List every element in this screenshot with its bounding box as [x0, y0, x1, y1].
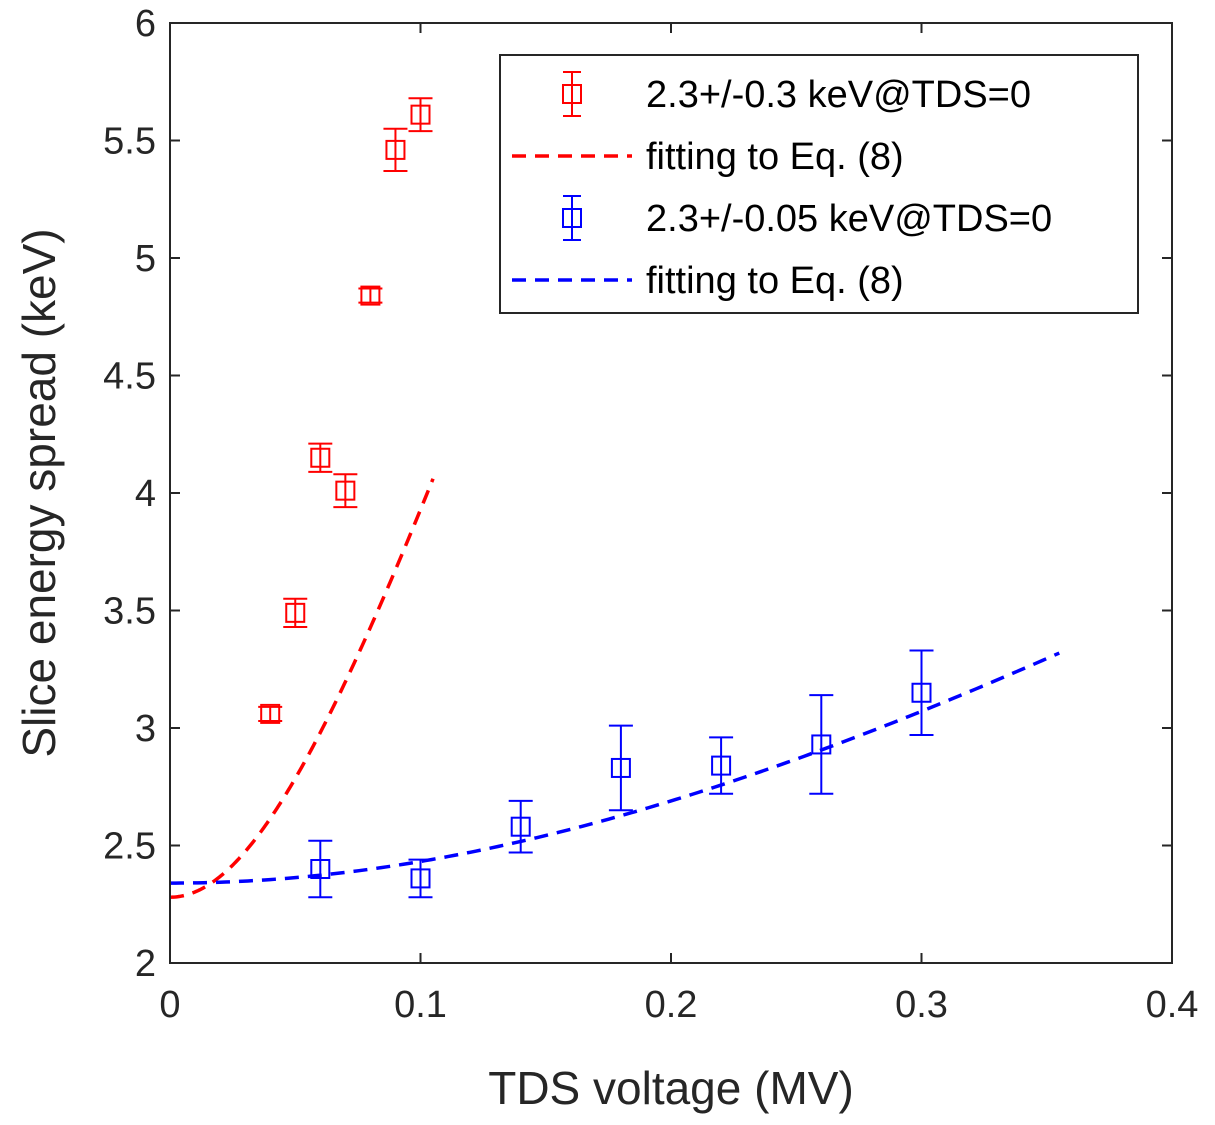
data-point-marker [711, 755, 732, 776]
data-point-marker [360, 285, 381, 306]
data-point-marker [610, 757, 631, 778]
x-axis: 0 0.1 0.2 0.3 0.4 [159, 23, 1198, 1026]
y-tick-label: 2 [135, 943, 156, 985]
y-tick-label: 5.5 [103, 121, 156, 163]
data-point-marker [385, 139, 406, 160]
legend: 2.3+/-0.3 keV@TDS=0 fitting to Eq. (8) 2.3… [499, 54, 1139, 314]
y-tick-label: 4.5 [103, 356, 156, 398]
data-point-marker [811, 734, 832, 755]
data-point-marker [310, 447, 331, 468]
y-tick-label: 2.5 [103, 826, 156, 868]
data-points [258, 97, 934, 899]
y-tick-label: 4 [135, 473, 156, 515]
legend-label: 2.3+/-0.3 keV@TDS=0 [646, 74, 1031, 116]
x-tick-label: 0.1 [394, 984, 447, 1026]
y-axis-title: Slice energy spread (keV) [13, 228, 65, 757]
data-point-marker [310, 859, 331, 879]
legend-label: fitting to Eq. (8) [646, 260, 904, 302]
legend-label: 2.3+/-0.05 keV@TDS=0 [646, 198, 1052, 240]
data-point-marker [410, 868, 431, 889]
fit-lines [170, 478, 1060, 899]
y-axis: 2 2.5 3 3.5 4 4.5 5 5.5 6 [103, 3, 1172, 985]
legend-label: fitting to Eq. (8) [646, 136, 904, 178]
y-tick-label: 5 [135, 238, 156, 280]
fit-line-series-1 [170, 478, 435, 899]
y-tick-label: 3.5 [103, 591, 156, 633]
data-point-marker [410, 104, 431, 125]
x-tick-label: 0.4 [1146, 984, 1199, 1026]
legend-marker [562, 84, 582, 104]
legend-box [499, 54, 1139, 314]
data-point-marker [285, 602, 306, 623]
y-tick-label: 3 [135, 708, 156, 750]
x-tick-label: 0.3 [895, 984, 948, 1026]
data-point-marker [911, 682, 932, 703]
legend-marker [562, 208, 582, 228]
data-point-marker [260, 703, 281, 724]
data-point-marker [510, 816, 531, 837]
fit-line-series-3 [170, 651, 1060, 885]
x-axis-title: TDS voltage (MV) [488, 1062, 854, 1114]
y-tick-label: 6 [135, 3, 156, 45]
x-tick-label: 0.2 [645, 984, 698, 1026]
data-point-marker [335, 480, 356, 501]
x-tick-label: 0 [159, 984, 180, 1026]
